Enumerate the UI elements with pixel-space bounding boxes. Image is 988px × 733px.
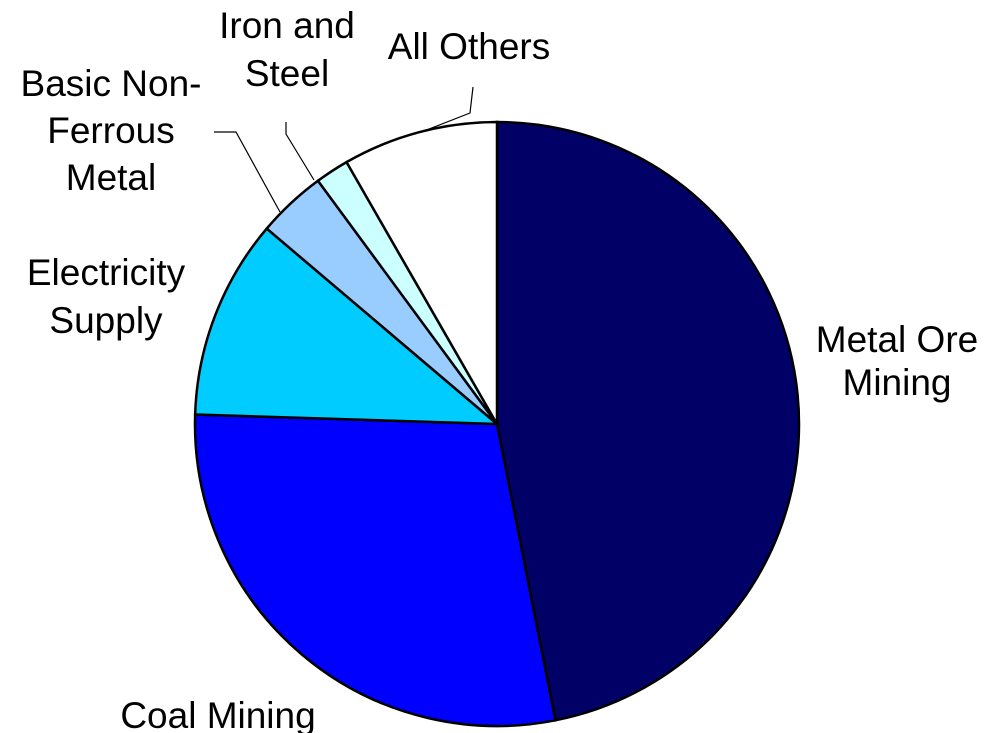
slice-labels: Metal Ore Mining Coal Mining Electricity Sup…: [21, 5, 979, 733]
slice-label-line: Iron and: [219, 5, 355, 46]
leader-line: [423, 86, 474, 132]
slice-label-line: Ferrous: [47, 110, 174, 151]
pie-slice-metal-ore-mining: [495, 120, 801, 722]
slice-label-line: Steel: [245, 53, 329, 94]
slice-label-line: Metal Ore: [816, 319, 978, 360]
pie-slice-all-others: [344, 120, 499, 429]
slice-label-line: Coal Mining: [120, 695, 315, 733]
pie-slice-coal-mining: [193, 413, 557, 728]
slice-label: Electricity Supply: [27, 252, 186, 341]
slice-label-line: Mining: [843, 362, 952, 403]
pie-slices: [193, 120, 801, 728]
pie-slice-electricity-supply: [193, 226, 501, 426]
leader-line: [214, 131, 281, 213]
slice-label: Coal Mining: [120, 695, 315, 733]
slice-label-line: Metal: [66, 157, 156, 198]
slice-label-line: All Others: [388, 26, 550, 67]
slice-label: Metal Ore Mining: [816, 319, 978, 403]
leader-line: [285, 122, 315, 181]
slice-label: Basic Non- Ferrous Metal: [21, 63, 202, 198]
slice-label-line: Supply: [49, 300, 163, 341]
slice-label-line: Basic Non-: [21, 63, 202, 104]
slice-label: All Others: [388, 26, 550, 67]
label-leader-lines: [214, 86, 474, 213]
slice-label: Iron and Steel: [219, 5, 355, 94]
slice-label-line: Electricity: [27, 252, 186, 293]
